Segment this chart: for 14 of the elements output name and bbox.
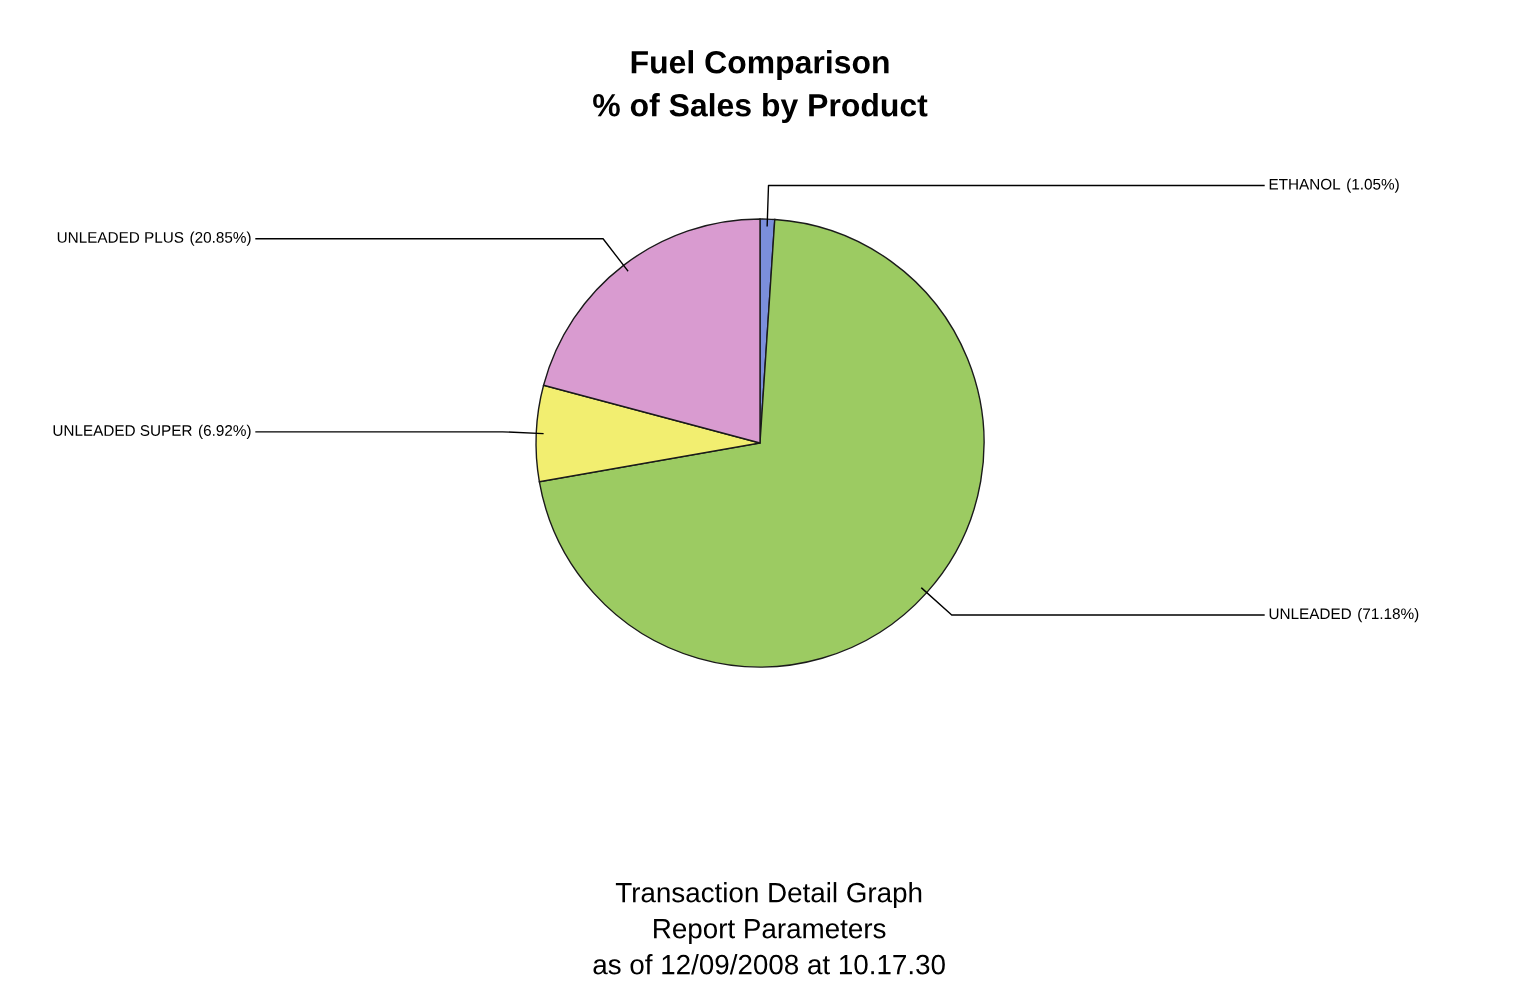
slice-label: UNLEADED (1269, 608, 1351, 620)
text: Report Parameters (654, 919, 886, 944)
data-label: (1.05%) (1347, 178, 1399, 193)
pie-slice (538, 218, 985, 668)
chart-title: Fuel Comparison (631, 50, 889, 80)
slice-label: ETHANOL (1269, 178, 1341, 190)
chart-subtitle: % of Sales by Product (593, 93, 928, 123)
text: Transaction Detail Graph (615, 882, 922, 908)
slice-label: UNLEADED PLUS (57, 232, 184, 243)
text: as of 12/09/2008 at 10.17.30 (593, 954, 945, 975)
data-label: (6.92%) (198, 424, 251, 439)
slice-label: UNLEADED SUPER (53, 425, 192, 436)
data-label: (71.18%) (1358, 607, 1419, 623)
data-label: (20.85%) (190, 231, 251, 246)
